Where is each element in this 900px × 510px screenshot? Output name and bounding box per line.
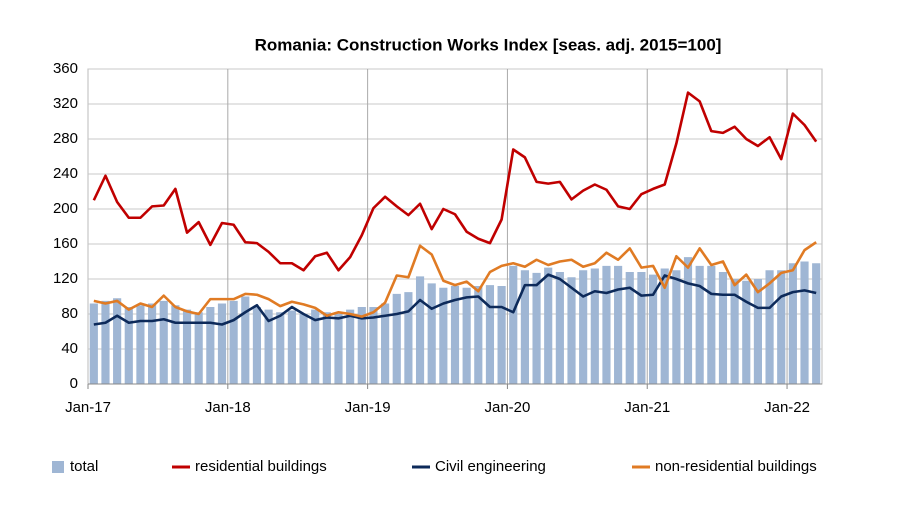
bar xyxy=(299,314,308,384)
y-tick-label: 240 xyxy=(53,165,78,182)
bar xyxy=(753,279,762,384)
bar xyxy=(660,268,669,384)
y-tick-label: 0 xyxy=(70,375,78,392)
bar xyxy=(217,303,227,384)
bar xyxy=(602,265,611,384)
bar xyxy=(625,272,634,384)
y-tick-label: 320 xyxy=(53,95,78,112)
bar xyxy=(311,309,320,384)
x-tick-label: Jan-20 xyxy=(484,399,530,416)
x-tick-label: Jan-22 xyxy=(764,399,810,416)
y-tick-label: 40 xyxy=(61,340,78,357)
legend-label: non-residential buildings xyxy=(655,458,817,475)
bar xyxy=(113,298,122,384)
legend-label: total xyxy=(70,458,98,475)
bar xyxy=(765,270,774,384)
bar xyxy=(101,300,110,384)
bar xyxy=(648,274,658,384)
bar xyxy=(544,267,553,384)
y-tick-label: 80 xyxy=(61,305,78,322)
line-series xyxy=(93,241,817,318)
y-tick-label: 360 xyxy=(53,60,78,77)
bar xyxy=(346,309,355,384)
bar xyxy=(136,305,145,384)
bar xyxy=(567,277,576,384)
bar xyxy=(334,314,343,384)
legend-swatch xyxy=(52,461,64,473)
bar xyxy=(276,312,285,384)
bar xyxy=(171,305,180,384)
bar xyxy=(404,292,413,384)
bar xyxy=(124,307,133,384)
bar xyxy=(730,279,739,384)
bar xyxy=(672,270,681,384)
bar xyxy=(695,265,704,384)
bar xyxy=(264,309,273,384)
line-series xyxy=(92,91,818,272)
bar xyxy=(369,307,378,384)
x-tick-label: Jan-21 xyxy=(624,399,670,416)
bar xyxy=(742,280,751,384)
bar xyxy=(194,312,203,384)
bar xyxy=(812,263,821,384)
x-tick-label: Jan-19 xyxy=(345,399,391,416)
bar xyxy=(590,268,599,384)
bar xyxy=(159,300,168,384)
bar xyxy=(182,309,192,384)
bar xyxy=(148,303,157,384)
chart-title: Romania: Construction Works Index [seas.… xyxy=(255,35,722,54)
bar xyxy=(206,307,215,384)
bar xyxy=(614,265,623,384)
bar xyxy=(415,276,425,384)
y-tick-label: 200 xyxy=(53,200,78,217)
bar xyxy=(357,307,366,384)
legend-label: Civil engineering xyxy=(435,458,546,475)
bar xyxy=(683,257,693,384)
bar xyxy=(439,287,448,384)
bar xyxy=(520,270,529,384)
bar xyxy=(252,307,262,384)
bar xyxy=(509,265,518,384)
y-tick-label: 160 xyxy=(53,235,78,252)
bar xyxy=(707,265,716,384)
bar xyxy=(788,263,797,384)
legend-label: residential buildings xyxy=(195,458,327,475)
bar xyxy=(241,296,250,384)
bar xyxy=(718,272,728,384)
bar xyxy=(89,303,98,384)
bar xyxy=(322,312,331,384)
bar xyxy=(579,270,588,384)
bar xyxy=(450,286,460,384)
bar xyxy=(777,270,786,384)
bar xyxy=(485,285,495,384)
bar xyxy=(427,283,436,384)
bar xyxy=(800,261,809,384)
bar xyxy=(462,287,471,384)
bar xyxy=(381,303,390,384)
bar xyxy=(555,272,564,384)
bar xyxy=(229,300,238,384)
bar xyxy=(532,272,541,384)
bar xyxy=(287,310,296,384)
bar xyxy=(497,286,506,384)
y-tick-label: 120 xyxy=(53,270,78,287)
x-tick-label: Jan-18 xyxy=(205,399,251,416)
bar xyxy=(474,286,483,384)
y-tick-label: 280 xyxy=(53,130,78,147)
bar xyxy=(637,272,646,384)
line-series xyxy=(93,273,817,326)
x-tick-label: Jan-17 xyxy=(65,399,111,416)
bar xyxy=(392,293,401,384)
